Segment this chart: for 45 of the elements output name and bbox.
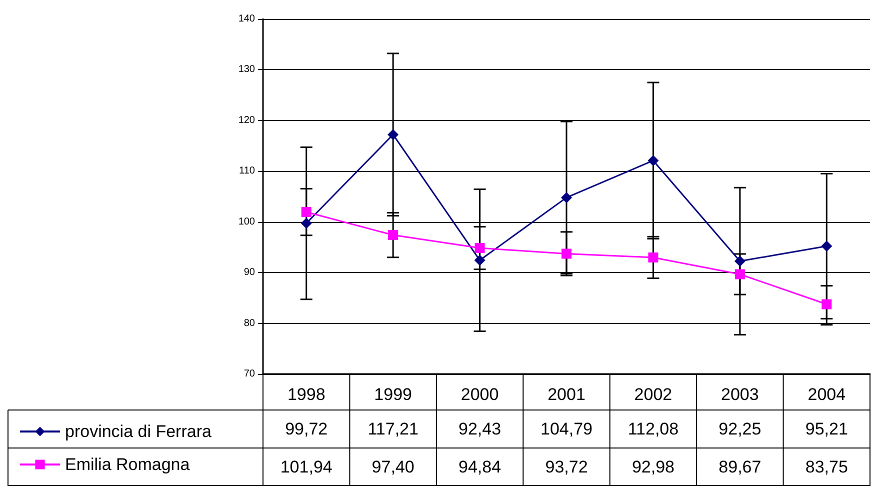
point: [562, 248, 572, 259]
point: [821, 240, 832, 252]
point: [648, 155, 659, 166]
x-tick-label: 2002: [634, 385, 672, 404]
y-tick-label: 140: [238, 14, 256, 24]
data-label: 99,72: [285, 420, 328, 438]
x-tick-label: 2000: [460, 385, 499, 404]
data-label: 95,21: [805, 420, 848, 438]
legend-label: provincia di Ferrara: [65, 422, 212, 441]
data-label: 92,98: [632, 458, 674, 476]
y-tick-label: 70: [244, 368, 256, 380]
point: [822, 299, 832, 310]
data-label: 92,43: [458, 420, 502, 438]
point: [300, 218, 312, 229]
point: [734, 269, 745, 280]
y-tick-label: 80: [244, 318, 256, 329]
point: [388, 129, 399, 140]
data-label: 97,40: [372, 458, 414, 476]
point: [474, 254, 486, 266]
y-tick-label: 90: [244, 267, 256, 278]
point: [474, 243, 485, 254]
data-label: 89,67: [718, 458, 762, 476]
legend-label: Emilia Romagna: [65, 455, 190, 474]
point: [388, 230, 398, 240]
point: [301, 207, 312, 218]
data-label: 117,21: [368, 420, 418, 438]
y-tick-label: 110: [239, 166, 256, 177]
data-label: 94,84: [458, 458, 502, 476]
data-label: 93,72: [545, 458, 588, 476]
point: [648, 252, 658, 262]
x-tick-label: 2004: [808, 385, 846, 404]
x-tick-label: 2001: [548, 385, 586, 404]
point: [561, 192, 572, 204]
data-label: 83,75: [805, 458, 848, 476]
x-tick-label: 1999: [374, 385, 412, 404]
data-label: 92,25: [718, 420, 762, 438]
x-tick-label: 2003: [721, 385, 759, 404]
y-tick-label: 100: [238, 216, 256, 228]
data-label: 101,94: [280, 458, 332, 476]
point: [734, 256, 746, 267]
data-label: 104,79: [540, 420, 592, 438]
y-tick-label: 130: [238, 64, 256, 76]
data-label: 112,08: [628, 420, 679, 438]
x-tick-label: 1998: [287, 385, 326, 404]
y-tick-label: 120: [238, 114, 256, 126]
